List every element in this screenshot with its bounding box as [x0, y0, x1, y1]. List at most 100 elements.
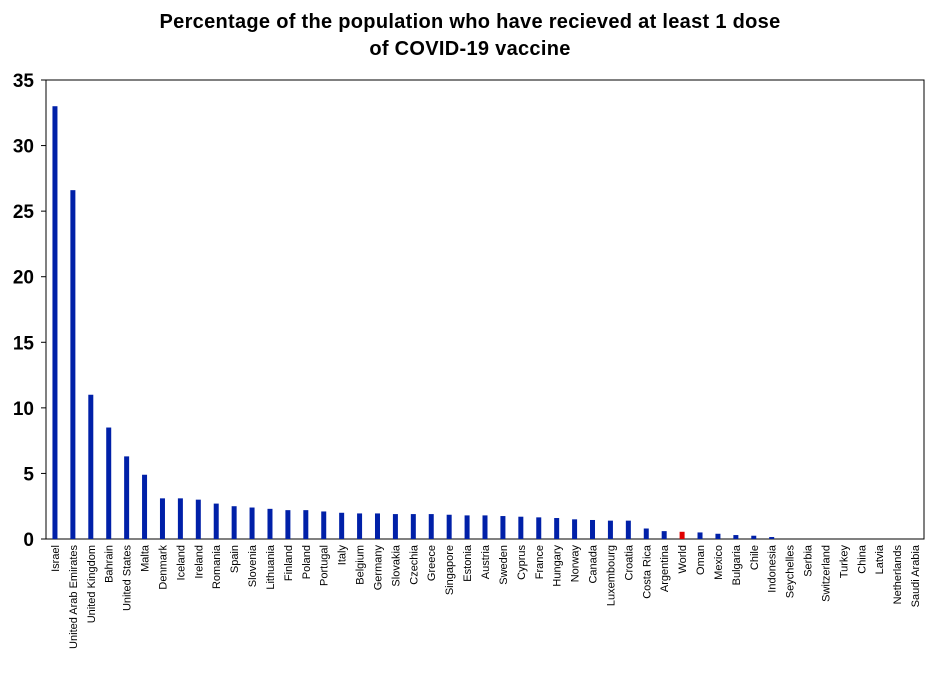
bar [536, 517, 542, 539]
x-tick-label: Mexico [713, 545, 725, 580]
y-tick-label: 35 [13, 71, 35, 92]
bar [357, 513, 363, 539]
x-tick-label: Portugal [319, 545, 331, 586]
y-tick-label: 10 [13, 399, 34, 420]
x-tick-label: Saudi Arabia [910, 544, 922, 607]
y-tick-label: 15 [13, 333, 35, 354]
bar [106, 427, 112, 539]
x-tick-label: Bahrain [104, 545, 116, 583]
bar [392, 514, 398, 539]
x-tick-label: Oman [695, 545, 707, 575]
bar [159, 498, 165, 539]
x-tick-label: Seychelles [785, 545, 797, 599]
bar [231, 506, 237, 539]
bar [285, 510, 291, 539]
y-tick-label: 5 [23, 464, 34, 485]
x-tick-label: Israel [50, 545, 62, 572]
x-tick-label: Denmark [157, 545, 169, 590]
x-tick-label: Poland [301, 545, 313, 579]
y-tick-label: 30 [13, 137, 34, 158]
bar [195, 499, 201, 539]
x-axis: Israel United Arab Emirates United Kingdom… [50, 544, 922, 649]
bar [482, 515, 488, 539]
x-tick-label: Bulgaria [731, 544, 743, 585]
x-tick-label: Norway [570, 545, 582, 583]
chart-title-line-1: Percentage of the population who have re… [159, 11, 781, 33]
x-tick-label: Finland [283, 545, 295, 581]
x-tick-label: Singapore [444, 545, 456, 595]
x-tick-label: Latvia [874, 544, 886, 574]
y-axis: 0 5 10 15 20 25 30 35 [13, 71, 46, 551]
bar [446, 514, 452, 539]
x-tick-label: Argentina [659, 544, 671, 592]
plot-area [45, 79, 925, 540]
chart-title: Percentage of the population who have re… [40, 9, 900, 63]
x-tick-label: Germany [372, 545, 384, 591]
x-tick-label: World [677, 545, 689, 574]
x-tick-label: United Kingdom [86, 545, 98, 623]
x-tick-label: Netherlands [892, 545, 904, 605]
x-tick-label: Austria [480, 544, 492, 579]
bar [572, 519, 578, 539]
bar [518, 516, 524, 539]
bar [321, 511, 327, 539]
bar [607, 520, 613, 539]
bar [177, 498, 183, 539]
x-tick-label: Indonesia [767, 544, 779, 593]
bar [52, 106, 58, 539]
x-tick-label: Romania [211, 544, 223, 589]
bar [70, 190, 76, 539]
x-tick-label: Ireland [193, 545, 205, 579]
bars [52, 106, 775, 539]
x-tick-label: Serbia [803, 544, 815, 577]
x-tick-label: Chile [749, 545, 761, 570]
bar [590, 519, 596, 539]
x-tick-label: Belgium [355, 545, 367, 585]
bar [339, 512, 345, 539]
x-tick-label: Slovenia [247, 544, 259, 587]
x-tick-label: Czechia [408, 544, 420, 585]
x-tick-label: Luxembourg [605, 545, 617, 606]
x-tick-label: Estonia [462, 544, 474, 582]
y-tick-label: 0 [23, 530, 34, 551]
x-tick-label: Slovakia [390, 544, 402, 586]
chart-title-line-2: of COVID-19 vaccine [369, 38, 571, 60]
bar [554, 518, 560, 539]
bar [625, 520, 631, 539]
bar [769, 537, 775, 539]
bar [374, 513, 380, 539]
bar [751, 535, 757, 539]
bar [697, 532, 703, 539]
x-tick-label: Sweden [498, 545, 510, 585]
x-tick-label: France [534, 545, 546, 579]
bar [679, 531, 685, 539]
bar [410, 514, 416, 539]
x-tick-label: Canada [588, 544, 600, 583]
bar [88, 394, 94, 539]
bar [249, 507, 255, 539]
x-tick-label: Spain [229, 545, 241, 573]
bar [124, 456, 130, 539]
x-tick-label: Costa Rica [641, 544, 653, 599]
x-tick-label: Iceland [175, 545, 187, 580]
x-tick-label: Lithuania [265, 544, 277, 590]
x-tick-label: Hungary [552, 545, 564, 587]
bar [733, 535, 739, 539]
x-tick-label: Turkey [838, 545, 850, 579]
bar [500, 516, 506, 539]
x-tick-label: Malta [140, 544, 152, 572]
x-tick-label: Greece [426, 545, 438, 581]
x-tick-label: Croatia [623, 544, 635, 580]
bar [643, 528, 649, 539]
bar [142, 474, 148, 539]
bar [428, 514, 434, 539]
x-tick-label: Cyprus [516, 545, 528, 580]
x-tick-label: China [856, 544, 868, 574]
x-tick-label: United States [122, 545, 134, 612]
y-tick-label: 25 [13, 202, 35, 223]
bar [267, 508, 273, 539]
bar [715, 533, 721, 539]
bar [464, 515, 470, 539]
bar [213, 503, 219, 539]
